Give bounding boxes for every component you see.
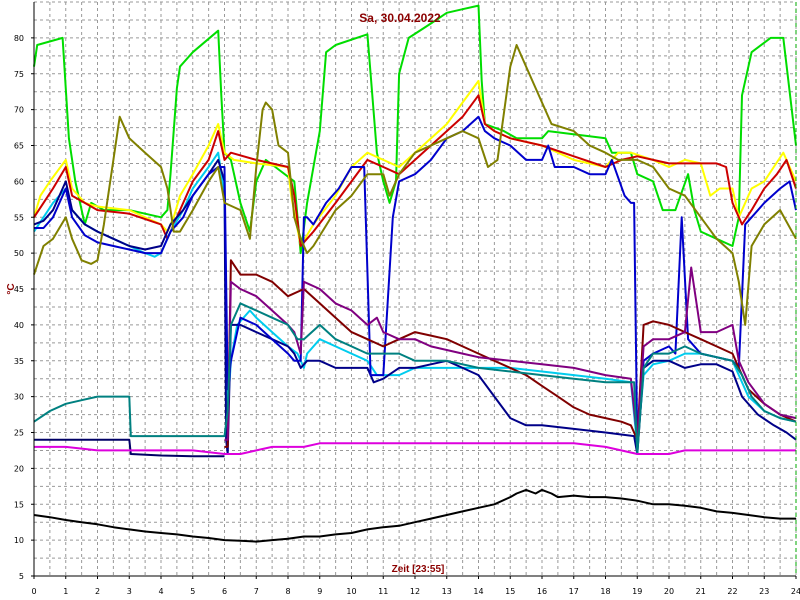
y-tick-label: 30 [14, 393, 24, 402]
chart-title: Sa, 30.04.2022 [359, 11, 441, 25]
x-tick-label: 14 [473, 587, 483, 596]
y-tick-label: 45 [14, 285, 24, 294]
y-tick-label: 35 [14, 357, 24, 366]
x-tick-label: 23 [759, 587, 769, 596]
x-tick-label: 20 [664, 587, 674, 596]
x-tick-label: 10 [346, 587, 356, 596]
x-tick-label: 7 [254, 587, 259, 596]
x-tick-label: 18 [600, 587, 610, 596]
y-tick-label: 40 [14, 321, 24, 330]
x-tick-label: 17 [569, 587, 579, 596]
x-tick-label: 21 [696, 587, 706, 596]
x-tick-label: 0 [31, 587, 36, 596]
x-tick-label: 16 [537, 587, 547, 596]
x-tick-label: 1 [63, 587, 68, 596]
y-axis-label: °C [6, 283, 17, 294]
y-tick-label: 5 [19, 572, 24, 581]
series-line-12 [34, 442, 796, 455]
x-tick-label: 11 [378, 587, 388, 596]
x-tick-labels: 0 1 2 3 4 5 6 7 8 9 10 11 12 13 14 15 16 17 18 19 20 21 22 23 24 [31, 576, 800, 596]
x-tick-label: 2 [95, 587, 100, 596]
x-tick-label: 3 [127, 587, 132, 596]
x-tick-label: 4 [158, 587, 163, 596]
y-tick-label: 60 [14, 177, 24, 186]
y-tick-label: 50 [14, 249, 24, 258]
y-tick-label: 80 [14, 34, 24, 43]
y-tick-label: 55 [14, 213, 24, 222]
series-line-6 [34, 115, 797, 448]
y-tick-label: 15 [14, 500, 24, 509]
x-axis-label: Zeit [23:55] [392, 564, 445, 575]
x-tick-label: 8 [285, 587, 290, 596]
y-tick-label: 70 [14, 106, 24, 115]
y-tick-label: 65 [14, 142, 24, 151]
x-tick-label: 13 [442, 587, 452, 596]
y-tick-label: 20 [14, 464, 24, 473]
series-line-1 [33, 4, 797, 255]
y-tick-label: 75 [14, 70, 24, 79]
series-line-7 [33, 44, 797, 326]
x-tick-label: 5 [190, 587, 195, 596]
series-line-10 [33, 302, 797, 455]
y-tick-labels: 5 10 15 20 25 30 35 40 45 50 55 60 65 70 75 80 [14, 34, 34, 581]
series-line-11 [34, 438, 225, 458]
series-line-13 [33, 488, 796, 543]
x-tick-label: 12 [410, 587, 420, 596]
x-tick-label: 19 [632, 587, 642, 596]
series-group [33, 4, 797, 543]
series-line-3 [33, 94, 797, 247]
x-tick-label: 22 [727, 587, 737, 596]
y-tick-label: 25 [14, 429, 24, 438]
x-tick-label: 15 [505, 587, 515, 596]
x-tick-label: 9 [317, 587, 322, 596]
series-line-5 [33, 158, 797, 455]
x-tick-label: 6 [222, 587, 227, 596]
x-tick-label: 24 [791, 587, 800, 596]
y-tick-label: 10 [14, 536, 24, 545]
